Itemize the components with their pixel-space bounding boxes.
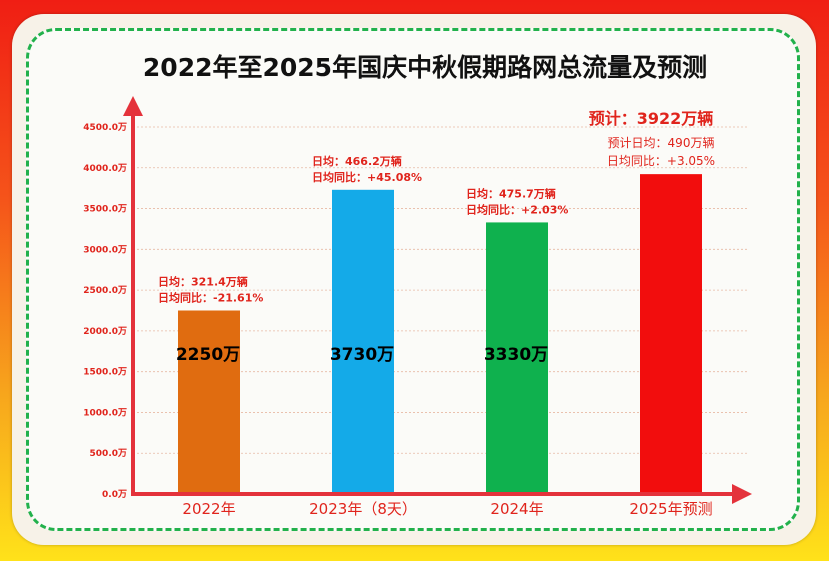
x-category-label: 2025年预测 — [629, 500, 712, 518]
y-tick-label: 500.0万 — [90, 448, 127, 459]
bar-annotation-daily: 日均：321.4万辆 — [158, 275, 248, 289]
bar-annotation-yoy: 日均同比：+45.08% — [312, 170, 422, 184]
bar-annotation-daily: 预计日均：490万辆 — [608, 136, 715, 150]
bar-value-label: 2250万 — [176, 345, 240, 365]
bar-4 — [640, 174, 702, 495]
bar-annotation-daily: 日均：475.7万辆 — [466, 186, 556, 200]
chart-title: 2022年至2025年国庆中秋假期路网总流量及预测 — [143, 53, 707, 82]
bar-annotation-daily: 日均：466.2万辆 — [312, 154, 402, 168]
bar-annotation-yoy: 日均同比：-21.61% — [158, 291, 263, 305]
y-tick-label: 2500.0万 — [83, 285, 127, 296]
bar-1 — [178, 310, 240, 494]
bar-2 — [332, 189, 394, 494]
y-tick-label: 0.0万 — [102, 489, 127, 500]
y-tick-label: 3000.0万 — [83, 244, 127, 255]
y-tick-label: 4500.0万 — [83, 122, 127, 133]
y-tick-label: 3500.0万 — [83, 204, 127, 215]
bar-annotation-yoy: 日均同比：+3.05% — [607, 154, 715, 168]
x-category-label: 2024年 — [490, 500, 543, 518]
bar-value-label: 3330万 — [484, 345, 548, 365]
x-category-label: 2022年 — [182, 500, 235, 518]
y-tick-label: 1000.0万 — [83, 407, 127, 418]
y-tick-label: 4000.0万 — [83, 163, 127, 174]
forecast-total-label: 预计：3922万辆 — [589, 109, 714, 128]
bar-annotation-yoy: 日均同比：+2.03% — [466, 202, 568, 216]
y-tick-label: 2000.0万 — [83, 326, 127, 337]
bar-value-label: 3730万 — [330, 345, 394, 365]
bar-3 — [486, 222, 548, 495]
y-tick-label: 1500.0万 — [83, 367, 127, 378]
x-category-label: 2023年（8天） — [309, 500, 417, 518]
